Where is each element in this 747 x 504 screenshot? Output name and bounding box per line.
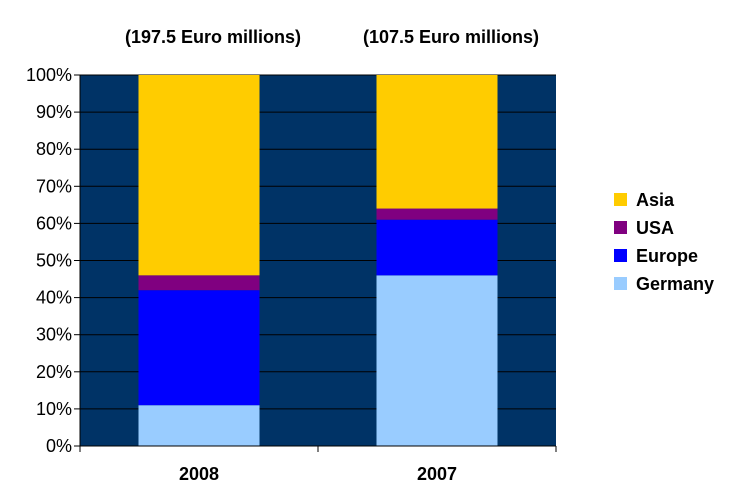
legend-swatch-usa <box>614 221 627 234</box>
bar-annotations: (197.5 Euro millions) (107.5 Euro million… <box>125 27 539 47</box>
bar-germany-2007 <box>376 275 498 446</box>
y-tick-label: 40% <box>36 288 72 308</box>
x-category-label: 2007 <box>417 464 457 484</box>
bar-total-annotation: (197.5 Euro millions) <box>125 27 301 47</box>
legend-label-usa: USA <box>636 218 674 238</box>
bar-usa-2007 <box>376 208 498 220</box>
y-tick-label: 60% <box>36 213 72 233</box>
y-tick-label: 30% <box>36 325 72 345</box>
legend-label-asia: Asia <box>636 190 675 210</box>
bar-europe-2008 <box>138 290 260 406</box>
y-tick-label: 100% <box>26 65 72 85</box>
legend-swatch-asia <box>614 193 627 206</box>
y-tick-label: 20% <box>36 362 72 382</box>
y-tick-label: 80% <box>36 139 72 159</box>
legend-swatch-europe <box>614 249 627 262</box>
legend-label-germany: Germany <box>636 274 714 294</box>
x-axis-category-labels: 2008 2007 <box>179 464 457 484</box>
bar-europe-2007 <box>376 219 498 276</box>
legend-label-europe: Europe <box>636 246 698 266</box>
bar-series <box>138 75 498 446</box>
y-tick-label: 90% <box>36 102 72 122</box>
bar-asia-2008 <box>138 75 260 276</box>
y-axis-tick-labels: 0% 10% 20% 30% 40% 50% 60% 70% 80% 90% 100% <box>26 65 72 456</box>
x-category-label: 2008 <box>179 464 219 484</box>
legend-swatch-germany <box>614 277 627 290</box>
bar-germany-2008 <box>138 405 260 446</box>
y-tick-label: 10% <box>36 399 72 419</box>
bar-asia-2007 <box>376 75 498 209</box>
legend: Asia USA Europe Germany <box>614 190 714 294</box>
y-tick-label: 70% <box>36 176 72 196</box>
y-tick-label: 0% <box>46 436 72 456</box>
y-tick-label: 50% <box>36 251 72 271</box>
bar-usa-2008 <box>138 275 260 291</box>
axes <box>79 75 557 452</box>
bar-total-annotation: (107.5 Euro millions) <box>363 27 539 47</box>
